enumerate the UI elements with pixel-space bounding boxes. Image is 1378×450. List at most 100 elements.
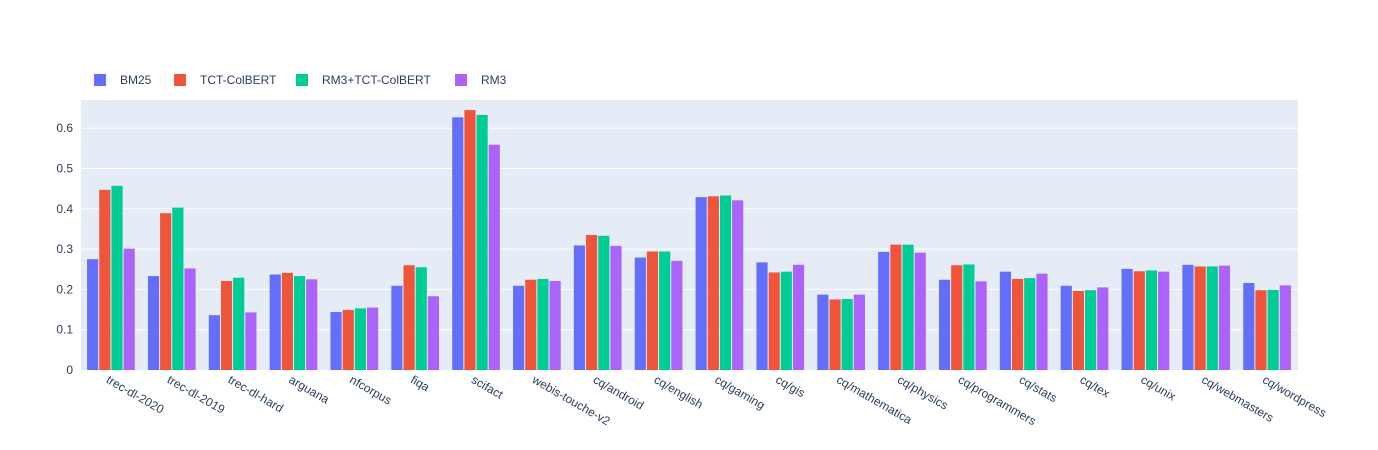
- bar: [1072, 291, 1085, 370]
- bar: [342, 309, 354, 370]
- bar: [1133, 271, 1145, 370]
- bar: [172, 207, 184, 370]
- bar: [914, 252, 926, 370]
- bar: [1060, 285, 1072, 370]
- x-tick-label: cq/gis: [773, 372, 807, 400]
- bar: [208, 315, 220, 370]
- bar: [537, 278, 549, 370]
- legend-item[interactable]: TCT-ColBERT: [174, 73, 277, 87]
- x-tick-label: cq/physics: [895, 372, 951, 412]
- bar: [147, 276, 160, 370]
- bar: [792, 264, 805, 370]
- bar: [634, 257, 646, 370]
- legend-label: RM3: [481, 73, 507, 87]
- x-tick-label: cq/stats: [1017, 372, 1060, 405]
- bar: [391, 285, 403, 370]
- x-tick-label: cq/english: [652, 372, 706, 411]
- bar: [293, 276, 306, 370]
- y-tick-label: 0.2: [56, 282, 73, 296]
- bar: [354, 308, 366, 370]
- bar: [306, 279, 318, 370]
- bar: [598, 235, 610, 370]
- legend-label: BM25: [120, 73, 152, 87]
- bar: [269, 274, 281, 370]
- bar: [719, 195, 732, 370]
- bar: [233, 277, 245, 370]
- bar: [586, 235, 598, 370]
- bar: [768, 272, 780, 370]
- bar: [1243, 282, 1255, 370]
- bar: [951, 265, 963, 370]
- legend-item[interactable]: BM25: [94, 73, 152, 87]
- x-tick-label: scifact: [469, 372, 506, 401]
- bar: [938, 279, 951, 370]
- legend-swatch: [174, 74, 186, 86]
- bars: [87, 110, 1291, 370]
- x-tick-label: fiqa: [408, 372, 432, 394]
- bar: [853, 294, 865, 370]
- bar: [525, 279, 537, 370]
- bar: [756, 262, 768, 370]
- bar: [513, 285, 525, 370]
- bar: [671, 260, 683, 370]
- bar: [732, 200, 744, 370]
- x-tick-label: arguana: [287, 372, 332, 406]
- y-tick-label: 0: [66, 363, 73, 377]
- bar: [610, 245, 622, 370]
- x-tick-label: trec-dl-hard: [226, 372, 286, 415]
- x-tick-label: nfcorpus: [347, 372, 394, 407]
- bar: [330, 311, 342, 370]
- y-tick-label: 0.3: [56, 242, 73, 256]
- bar: [281, 272, 293, 370]
- bar: [1085, 290, 1097, 370]
- bar: [220, 280, 233, 370]
- bar: [1255, 290, 1267, 370]
- bar: [415, 267, 427, 370]
- y-tick-label: 0.4: [56, 202, 73, 216]
- bar: [999, 271, 1012, 370]
- y-tick-label: 0.1: [56, 323, 73, 337]
- bar: [1218, 265, 1231, 370]
- x-tick-label: cq/gaming: [712, 372, 767, 412]
- bar: [1036, 273, 1048, 370]
- bar: [1267, 289, 1279, 370]
- bar: [780, 271, 792, 370]
- bar: [245, 312, 257, 370]
- legend: BM25 TCT-ColBERT RM3+TCT-ColBERT RM3: [94, 73, 507, 87]
- bar: [1206, 266, 1218, 370]
- bar: [452, 117, 464, 370]
- bar: [573, 245, 586, 370]
- legend-item[interactable]: RM3+TCT-ColBERT: [296, 73, 431, 87]
- legend-item[interactable]: RM3: [455, 73, 507, 87]
- y-axis: 0 0.1 0.2 0.3 0.4 0.5 0.6: [56, 121, 73, 377]
- bar: [841, 299, 853, 370]
- legend-swatch: [296, 74, 308, 86]
- bar: [87, 259, 99, 370]
- bar: [1012, 278, 1024, 370]
- bar: [464, 110, 476, 370]
- bar: [975, 281, 987, 370]
- legend-swatch: [455, 74, 467, 86]
- legend-label: TCT-ColBERT: [200, 73, 277, 87]
- bar: [184, 268, 196, 370]
- bar: [646, 251, 659, 370]
- x-tick-label: trec-dl-2019: [165, 372, 228, 416]
- bar: [902, 244, 914, 370]
- y-tick-label: 0.6: [56, 121, 73, 135]
- y-tick-label: 0.5: [56, 162, 73, 176]
- bar: [890, 244, 902, 370]
- bar: [659, 251, 671, 370]
- bar: [427, 296, 440, 370]
- bar: [123, 248, 135, 370]
- bar: [878, 251, 890, 370]
- bar: [366, 307, 379, 370]
- legend-swatch: [94, 74, 106, 86]
- bar: [695, 197, 707, 370]
- bar: [1024, 278, 1036, 370]
- x-tick-label: cq/unix: [1138, 372, 1178, 403]
- bar: [111, 185, 123, 370]
- bar: [707, 196, 719, 370]
- bar: [99, 189, 111, 370]
